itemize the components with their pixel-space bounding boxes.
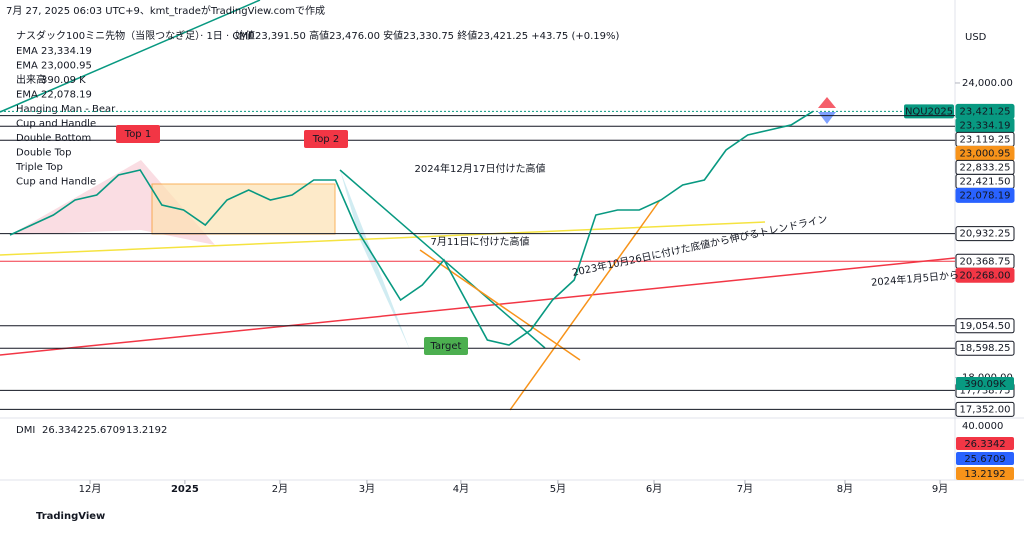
currency: USD [965, 32, 987, 43]
dmi-label: 26.3342 [964, 439, 1005, 450]
level-label: 22,421.50 [960, 176, 1011, 187]
trendline [509, 199, 661, 411]
level-label: 18,598.25 [960, 343, 1011, 354]
volume-label: 390.09K [964, 379, 1006, 390]
x-tick-label: 4月 [453, 483, 469, 495]
footer: TradingView [36, 511, 105, 522]
annotation: Target [430, 341, 462, 352]
trendline [0, 0, 261, 113]
annotation-bg [304, 130, 348, 148]
x-tick-label: 9月 [932, 483, 948, 495]
legend-name: 出来高 [16, 73, 46, 86]
level-label: 20,268.00 [960, 270, 1011, 281]
dmi-label: 13.2192 [964, 469, 1005, 480]
level-label-bg [955, 267, 1015, 283]
level-label-bg [955, 340, 1015, 356]
x-tick-label: 7月 [737, 483, 753, 495]
trendline [339, 169, 546, 349]
annotation: 2024年12月17日付けた高値 [415, 162, 546, 175]
annotation: 7月11日に付けた高値 [430, 235, 529, 248]
dmi-name: DMI [16, 425, 35, 436]
symbol-label: NQU2025 [905, 106, 953, 117]
symbol-label-bg [904, 104, 954, 119]
title: ナスダック100ミニ先物（当限つなぎ足）· 1日 · CME [16, 29, 254, 42]
annotation: Top 2 [312, 134, 339, 145]
pattern-name: Cup and Handle [16, 119, 96, 130]
trendline [0, 221, 766, 256]
marker [818, 97, 836, 108]
pattern-name: Triple Top [15, 162, 63, 173]
level-label: 20,368.75 [960, 256, 1011, 267]
legend-name: EMA [16, 46, 38, 57]
level-label: 23,000.95 [960, 148, 1011, 159]
x-tick-label: 5月 [550, 483, 566, 495]
dmi-axis: 40.0000 [962, 421, 1003, 432]
x-tick-label: 2月 [272, 483, 288, 495]
x-tick-label: 3月 [359, 483, 375, 495]
annotation: Top 1 [124, 129, 151, 140]
x-tick-label: 12月 [79, 483, 102, 495]
pattern-name: Double Top [16, 148, 72, 159]
level-label: 17,352.00 [960, 404, 1011, 415]
dmi-value: 25.6709 [84, 425, 125, 436]
legend-value: 23,334.19 [41, 46, 92, 57]
annotation-bg [116, 125, 160, 143]
price-line [9, 110, 814, 346]
legend-name: EMA [16, 90, 38, 101]
legend-value: 23,000.95 [41, 61, 92, 72]
x-tick-label: 8月 [837, 483, 853, 495]
dmi-label-bg [956, 467, 1014, 480]
dmi-label-bg [956, 437, 1014, 450]
legend-name: EMA [16, 61, 38, 72]
ohlc: 始値23,391.50 高値23,476.00 安値23,330.75 終値23… [235, 29, 620, 42]
level-label: 22,833.25 [960, 162, 1011, 173]
legend-value: 390.09 K [41, 75, 86, 86]
pattern-name: Cup and Handle [16, 177, 96, 188]
level-label-bg [955, 401, 1015, 417]
level-label-bg [955, 187, 1015, 203]
trendline [0, 257, 956, 356]
level-label: 23,421.25 [960, 106, 1011, 117]
level-label-bg [955, 226, 1015, 242]
marker [818, 112, 836, 124]
trendline [419, 249, 581, 361]
created: 7月 27, 2025 06:03 UTC+9、kmt_tradeがTradin… [6, 4, 325, 17]
dmi-label: 25.6709 [964, 454, 1005, 465]
x-tick-label: 6月 [646, 483, 662, 495]
level-label: 23,334.19 [960, 120, 1011, 131]
volume-label-bg [956, 377, 1014, 390]
level-label: 17,738.75 [960, 385, 1011, 396]
pattern-name: Double Bottom [16, 133, 91, 144]
level-label: 22,078.19 [960, 190, 1011, 201]
dmi-label-bg [956, 452, 1014, 465]
dmi-value: 13.2192 [126, 425, 167, 436]
dmi-value: 26.3342 [42, 425, 83, 436]
level-label-bg [955, 318, 1015, 334]
x-tick-label: 2025 [171, 484, 199, 495]
level-label: 19,054.50 [960, 321, 1011, 332]
legend-value: 22,078.19 [41, 90, 92, 101]
annotation-bg [424, 337, 468, 355]
level-label: 23,119.25 [960, 134, 1011, 145]
level-label: 20,932.25 [960, 229, 1011, 240]
pattern-name: Hanging Man - Bear [16, 104, 116, 115]
y-tick-label: 24,000.00 [962, 78, 1013, 89]
